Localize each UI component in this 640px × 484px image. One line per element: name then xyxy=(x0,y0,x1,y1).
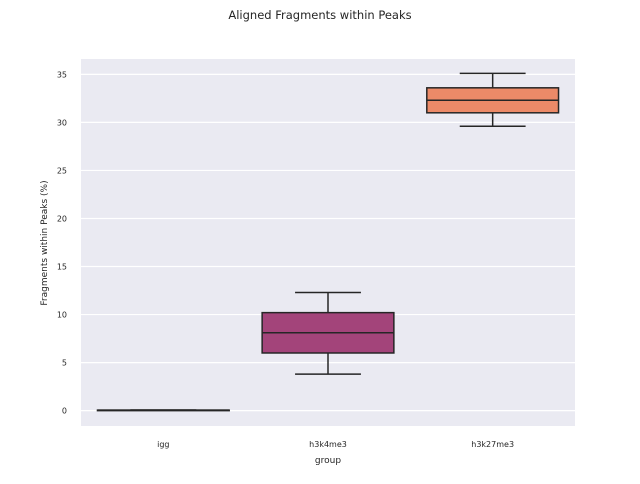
y-tick-label-10: 10 xyxy=(57,311,67,320)
x-tick-label-igg: igg xyxy=(157,440,169,449)
y-axis-label: Fragments within Peaks (%) xyxy=(40,180,50,305)
y-tick-label-15: 15 xyxy=(57,263,67,272)
x-axis-label: group xyxy=(315,456,341,466)
chart-title: Aligned Fragments within Peaks xyxy=(228,8,411,22)
y-tick-label-35: 35 xyxy=(57,70,67,79)
x-tick-label-h3k27me3: h3k27me3 xyxy=(471,440,514,449)
x-tick-labels: igg h3k4me3 h3k27me3 xyxy=(157,440,514,449)
y-tick-labels: 0 5 10 15 20 25 30 35 xyxy=(57,70,67,415)
box-h3k27me3 xyxy=(426,72,560,128)
y-tick-label-5: 5 xyxy=(62,359,67,368)
box-h3k4me3 xyxy=(261,291,395,375)
y-tick-label-30: 30 xyxy=(57,118,67,127)
y-tick-label-0: 0 xyxy=(62,407,67,416)
y-tick-label-20: 20 xyxy=(57,214,67,223)
box-igg xyxy=(96,409,230,412)
x-tick-label-h3k4me3: h3k4me3 xyxy=(309,440,347,449)
boxes xyxy=(96,72,560,412)
y-tick-label-25: 25 xyxy=(57,166,67,175)
